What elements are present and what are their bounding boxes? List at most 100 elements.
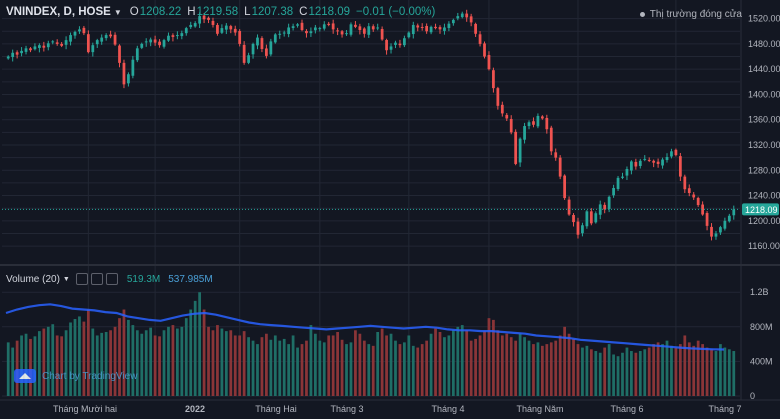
candle-body xyxy=(256,37,259,46)
chevron-down-icon[interactable]: ▼ xyxy=(113,7,122,17)
volume-bar xyxy=(398,344,402,396)
last-price-value: 1218.09 xyxy=(745,205,778,215)
volume-bar xyxy=(269,339,273,396)
tradingview-logo-icon xyxy=(14,369,36,383)
candle-body xyxy=(82,27,86,34)
volume-bar xyxy=(710,349,713,396)
volume-bar xyxy=(327,335,331,396)
volume-bar xyxy=(11,347,15,396)
volume-bar xyxy=(634,352,638,396)
high-label: H xyxy=(187,6,196,18)
volume-bar xyxy=(434,328,437,396)
candle-body xyxy=(287,27,291,35)
price-tick-label: 1360.00 xyxy=(748,115,780,125)
tradingview-watermark[interactable]: Chart by TradingView xyxy=(14,369,137,383)
candle-body xyxy=(674,149,678,156)
watermark-text: Chart by TradingView xyxy=(42,370,138,382)
volume-bar xyxy=(153,335,157,396)
candle-body xyxy=(247,55,250,63)
volume-bar xyxy=(612,354,615,396)
volume-bar xyxy=(527,340,531,396)
volume-bar xyxy=(51,324,55,396)
volume-bar xyxy=(224,331,228,396)
volume-bar xyxy=(331,335,335,396)
volume-bar xyxy=(443,337,446,396)
volume-bar xyxy=(24,333,28,396)
volume-bar xyxy=(492,319,495,396)
candle-body xyxy=(15,52,19,55)
volume-bar xyxy=(278,340,282,396)
volume-bar xyxy=(505,333,509,396)
volume-bar xyxy=(719,344,722,396)
volume-bar xyxy=(647,347,651,396)
volume-bar xyxy=(536,342,540,396)
candle-body xyxy=(638,160,642,166)
volume-bar xyxy=(451,330,455,396)
candle-body xyxy=(416,25,420,28)
candle-body xyxy=(20,50,23,54)
candle-body xyxy=(509,118,513,133)
chevron-down-icon[interactable]: ▼ xyxy=(62,275,70,283)
candle-body xyxy=(78,29,81,32)
candle-body xyxy=(465,13,469,18)
volume-tick-label: 800M xyxy=(750,322,773,332)
candle-body xyxy=(545,117,549,130)
symbol-label[interactable]: VNINDEX, D, HOSE xyxy=(6,6,111,18)
volume-bar xyxy=(184,318,188,396)
volume-bar xyxy=(420,344,424,396)
market-status-text: Thị trường đóng cửa xyxy=(649,9,742,20)
candle-body xyxy=(523,126,526,140)
volume-bar xyxy=(260,337,264,396)
candle-body xyxy=(612,187,615,196)
candle-body xyxy=(175,35,179,37)
volume-bar xyxy=(487,318,491,396)
volume-bar xyxy=(407,335,411,396)
volume-bar xyxy=(403,342,406,396)
volume-bar xyxy=(603,347,607,396)
volume-bar xyxy=(113,326,117,396)
candle-body xyxy=(358,26,362,31)
volume-bar xyxy=(42,328,46,396)
candle-body xyxy=(180,33,184,37)
volume-bar xyxy=(144,330,148,396)
candle-body xyxy=(572,215,575,223)
candle-body xyxy=(60,43,64,46)
candle-body xyxy=(167,35,170,41)
volume-bar xyxy=(630,351,633,396)
candle-body xyxy=(42,45,46,48)
volume-bar xyxy=(621,352,624,396)
candle-body xyxy=(456,16,460,19)
volume-bar xyxy=(220,328,224,396)
volume-title[interactable]: Volume (20) xyxy=(6,273,60,285)
candle-body xyxy=(585,211,589,227)
volume-bar xyxy=(86,309,90,396)
volume-bar xyxy=(162,330,166,396)
candle-body xyxy=(367,26,371,35)
volume-bar xyxy=(247,337,250,396)
volume-bar xyxy=(135,330,139,396)
volume-bar xyxy=(656,342,660,396)
eye-icon[interactable] xyxy=(75,273,88,285)
close-icon[interactable] xyxy=(105,273,118,285)
candle-body xyxy=(407,32,411,38)
price-tick-label: 1320.00 xyxy=(748,140,780,150)
volume-bar xyxy=(349,342,353,396)
candle-body xyxy=(451,19,455,24)
candle-body xyxy=(282,32,286,34)
price-tick-label: 1240.00 xyxy=(748,191,780,201)
volume-bar xyxy=(394,340,397,396)
candle-body xyxy=(327,23,331,25)
volume-bar xyxy=(358,333,362,396)
volume-bar xyxy=(287,344,291,396)
candle-body xyxy=(438,27,442,30)
candle-body xyxy=(696,197,700,206)
volume-bar xyxy=(233,335,237,396)
candle-body xyxy=(51,41,55,43)
settings-icon[interactable] xyxy=(90,273,103,285)
candle-body xyxy=(643,158,647,160)
volume-bar xyxy=(242,331,246,396)
candle-body xyxy=(536,115,540,127)
candle-body xyxy=(38,45,41,48)
